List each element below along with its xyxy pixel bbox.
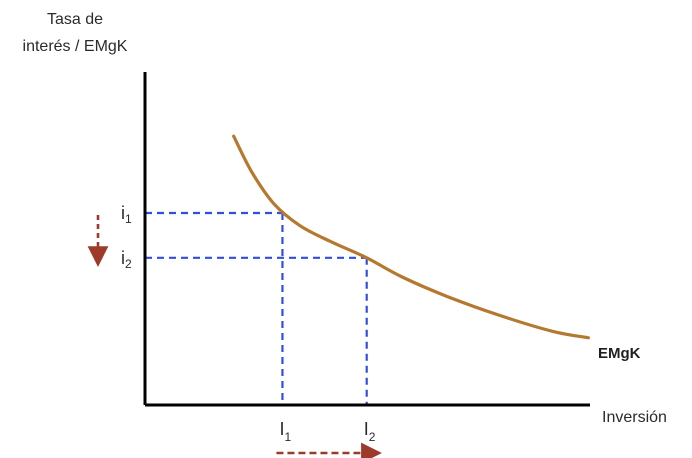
x-tick-label-2: I2 xyxy=(364,419,376,444)
x-tick-symbol-1: I xyxy=(279,419,284,439)
y-tick-symbol-2: i xyxy=(121,248,125,268)
x-tick-symbol-2: I xyxy=(364,419,369,439)
y-tick-label-2: i2 xyxy=(121,248,132,271)
x-tick-subscript-1: 1 xyxy=(284,430,291,444)
x-tick-subscript-2: 2 xyxy=(369,430,376,444)
y-tick-symbol-1: i xyxy=(121,203,125,223)
y-axis-title: Tasa de interés / EMgK xyxy=(23,11,128,55)
y-tick-subscript-1: 1 xyxy=(125,212,132,226)
y-tick-subscript-2: 2 xyxy=(125,257,132,271)
series-line-1 xyxy=(232,134,590,340)
y-axis-title-line-1: Tasa de xyxy=(47,11,103,28)
x-tick-label-1: I1 xyxy=(279,419,291,444)
x-axis-title: Inversión xyxy=(602,409,667,426)
series-label-emgk: EMgK xyxy=(598,345,641,362)
y-axis-title-line-2: interés / EMgK xyxy=(23,38,128,55)
y-tick-label-1: i1 xyxy=(121,203,132,226)
